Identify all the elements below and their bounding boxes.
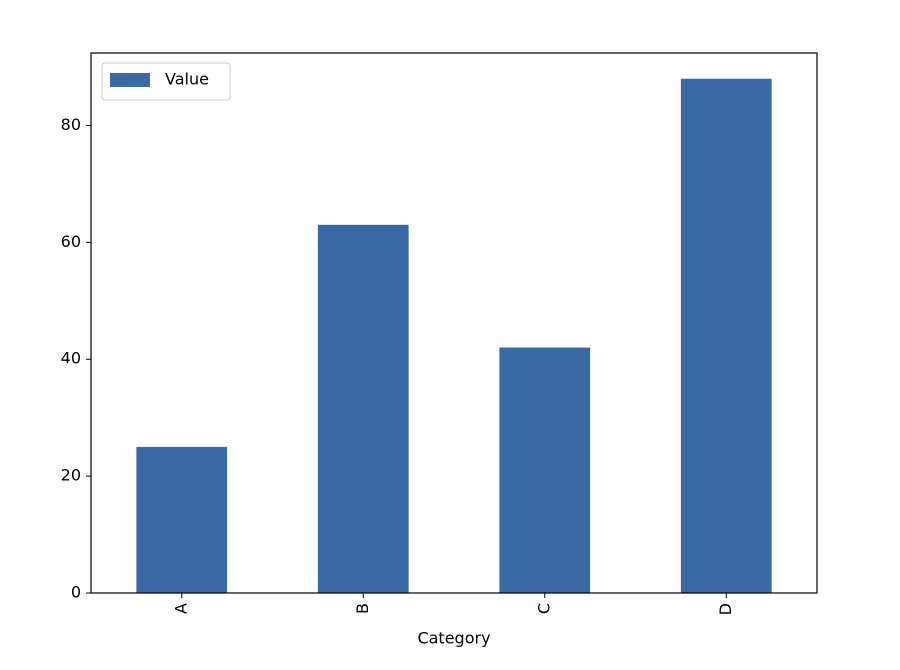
- legend-box: [101, 62, 231, 101]
- x-tick-label: D: [716, 603, 735, 615]
- legend-label: Value: [165, 70, 209, 89]
- bar: [499, 347, 591, 593]
- bar: [680, 78, 772, 593]
- y-tick-label: 20: [61, 466, 81, 485]
- bar: [136, 446, 228, 593]
- legend-swatch: [110, 73, 150, 87]
- bar: [317, 224, 409, 593]
- y-tick-label: 40: [61, 349, 81, 368]
- x-tick-label: B: [353, 603, 372, 614]
- plot-frame: [90, 52, 818, 594]
- y-tick-label: 80: [61, 115, 81, 134]
- x-axis-label: Category: [417, 629, 490, 648]
- y-tick-label: 0: [71, 583, 81, 602]
- y-tick-label: 60: [61, 232, 81, 251]
- x-tick-label: C: [534, 603, 553, 614]
- x-tick-label: A: [171, 603, 190, 614]
